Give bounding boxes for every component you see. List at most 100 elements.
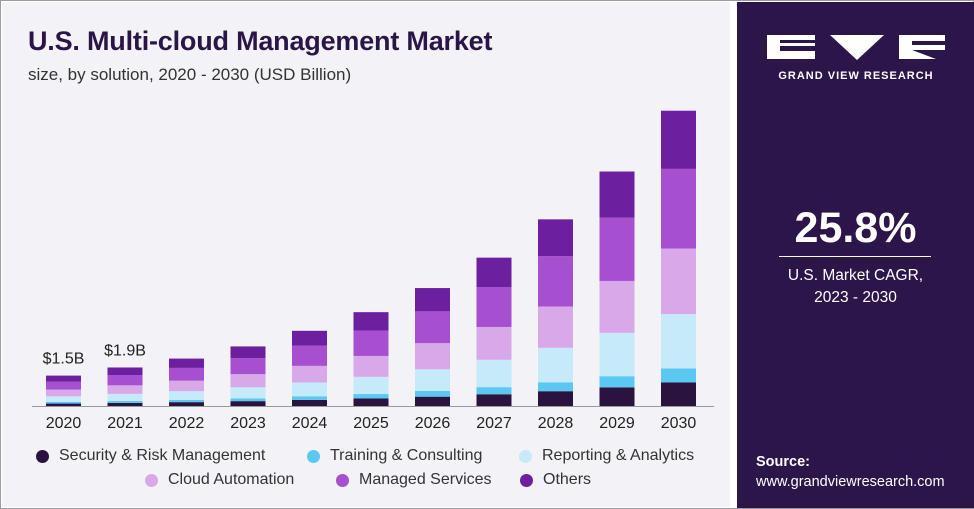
bar-segment-2025-s5 [353,312,389,331]
x-tick-label: 2028 [538,415,574,432]
x-tick-label: 2023 [230,415,266,432]
x-tick-label: 2030 [661,415,697,432]
legend-item: Training & Consulting [307,445,482,467]
bar-segment-2030-s1 [661,368,696,383]
bar-segment-2028-s4 [538,256,573,307]
cagr-label-line1: U.S. Market CAGR, [787,267,924,284]
chart-subtitle: size, by solution, 2020 - 2030 (USD Bill… [28,65,352,84]
bar-segment-2020-s1 [46,401,81,404]
x-tick-label: 2022 [169,415,205,432]
bar-segment-2029-s1 [599,376,635,388]
legend-label: Reporting & Analytics [542,447,695,464]
bar-segment-2020-s4 [46,381,81,390]
bar-segment-2021-s0 [107,402,143,406]
legend-item: Managed Services [336,469,492,491]
bar-segment-2026-s4 [415,311,450,344]
bar-segment-2027-s0 [476,394,512,406]
chart-legend: Security & Risk Management Training & Con… [2,442,730,502]
grand-view-research-logo: GRAND VIEW RESEARCH [766,32,946,92]
bar-segment-2028-s1 [538,382,573,392]
gvr-logo-mark-icon [767,35,945,60]
legend-label: Cloud Automation [168,471,295,488]
bar-segment-2028-s0 [538,391,573,406]
bar-segment-2025-s1 [353,394,389,399]
bar-segment-2025-s0 [353,398,389,406]
bar-segment-2021-s1 [107,400,143,403]
bar-segment-2028-s2 [538,347,573,383]
bar-segment-2026-s2 [415,369,450,392]
bar-segment-2027-s2 [476,359,512,388]
bar-segment-2021-s3 [107,385,143,394]
bar-segment-2028-s3 [538,306,573,348]
legend-swatch-icon [145,473,158,487]
x-tick-label: 2025 [353,415,389,432]
bar-segment-2027-s3 [476,326,512,360]
legend-label: Training & Consulting [330,447,483,464]
source-url[interactable]: www.grandviewresearch.com [756,474,945,490]
bar-segment-2026-s5 [415,288,450,312]
bar-segment-2028-s5 [538,219,573,257]
bar-segment-2025-s4 [353,330,389,356]
x-tick-label: 2026 [415,415,451,432]
source-label: Source: [756,454,810,470]
legend-label: Security & Risk Management [59,447,266,464]
bar-segment-2021-s2 [107,393,143,401]
bar-segment-2029-s5 [599,171,635,218]
bar-segment-2020-s3 [46,389,81,397]
chart-title: U.S. Multi-cloud Management Market [28,26,493,56]
x-tick-label: 2024 [292,415,328,432]
bar-segment-2022-s0 [169,402,204,406]
bar-segment-2023-s3 [230,374,266,388]
bar-segment-2027-s5 [476,257,512,288]
cagr-value: 25.8% [794,204,917,252]
legend-item: Others [520,469,591,491]
bar-segment-2023-s2 [230,387,266,399]
data-label: $1.9B [104,342,146,359]
legend-item: Security & Risk Management [36,445,265,467]
bar-segment-2023-s1 [230,398,266,402]
stacked-bar-chart: 2020 $1.5B 2021 $1.9B 2022 2023 2024 2025 2026 20… [32,110,714,432]
x-tick-label: 2021 [107,415,143,432]
bar-segment-2025-s3 [353,355,389,377]
legend-swatch-icon [519,449,532,463]
bar-segment-2021-s5 [107,367,143,375]
bar-segment-2020-s0 [46,403,81,406]
bar-segment-2022-s5 [169,358,204,368]
bar-segment-2022-s4 [169,367,204,381]
bar-segment-2027-s1 [476,387,512,395]
bar-segment-2024-s1 [292,396,327,400]
bar-segment-2030-s5 [661,110,696,169]
legend-item: Reporting & Analytics [519,445,694,467]
bar-segment-2030-s4 [661,168,696,249]
bar-segment-2026-s0 [415,396,450,406]
cagr-label: U.S. Market CAGR, 2023 - 2030 [737,265,974,309]
data-label: $1.5B [43,351,85,368]
bar-segment-2030-s3 [661,248,696,314]
bar-segment-2023-s4 [230,358,266,375]
bar-segment-2024-s0 [292,399,327,406]
legend-swatch-icon [520,473,533,487]
bar-segment-2024-s5 [292,330,327,346]
bar-segment-2024-s3 [292,365,327,383]
bar-segment-2030-s2 [661,313,696,369]
bar-segment-2025-s2 [353,376,389,395]
bar-segment-2029-s2 [599,332,635,377]
x-tick-label: 2029 [599,415,635,432]
bar-segment-2024-s2 [292,382,327,397]
bar-segment-2029-s3 [599,280,635,333]
chart-panel: U.S. Multi-cloud Management Market size,… [2,2,730,507]
x-tick-label: 2027 [476,415,512,432]
bar-segment-2022-s2 [169,391,204,400]
bar-segment-2022-s3 [169,380,204,392]
bar-segment-2026-s1 [415,391,450,397]
bar-segment-2020-s2 [46,396,81,402]
bar-segment-2029-s0 [599,387,635,406]
bar-segment-2027-s4 [476,287,512,327]
bar-segment-2029-s4 [599,217,635,281]
bar-segment-2021-s4 [107,374,143,386]
legend-label: Others [543,471,592,488]
bar-segment-2023-s5 [230,346,266,359]
legend-label: Managed Services [359,471,492,488]
bar-segment-2030-s0 [661,382,696,406]
